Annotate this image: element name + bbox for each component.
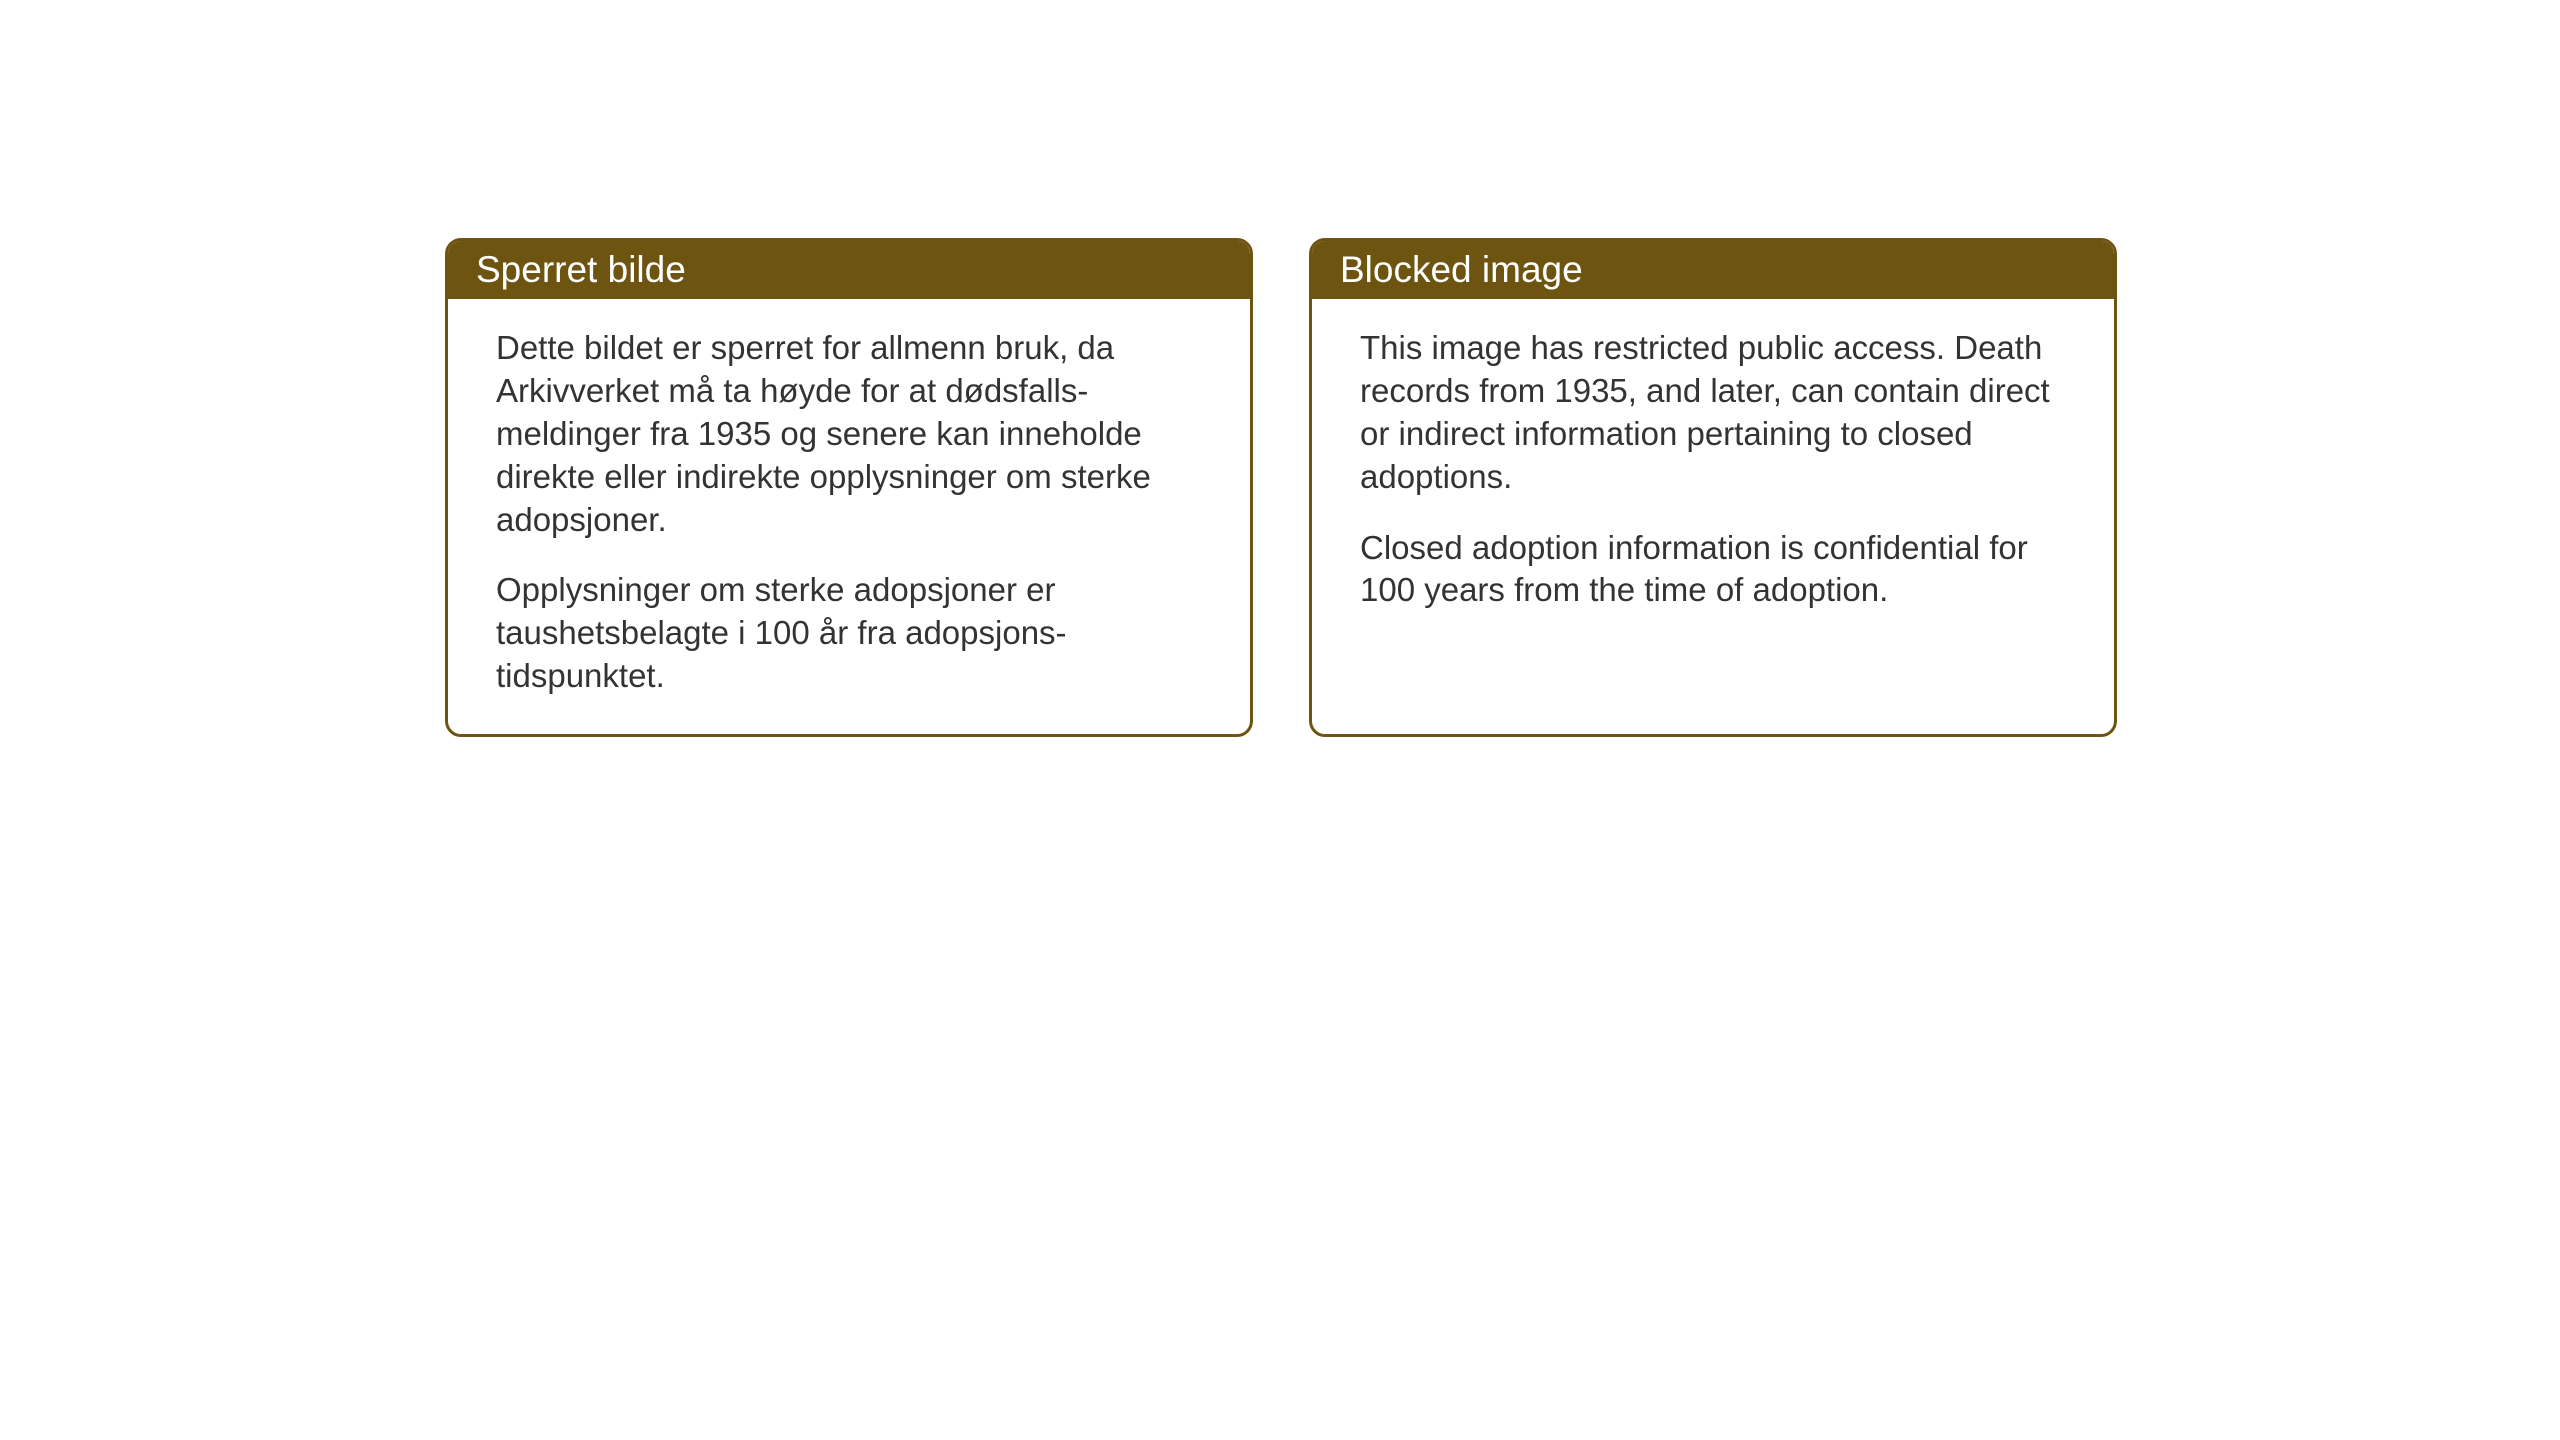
notice-header-english: Blocked image bbox=[1312, 241, 2114, 299]
notice-box-norwegian: Sperret bilde Dette bildet er sperret fo… bbox=[445, 238, 1253, 737]
notice-container: Sperret bilde Dette bildet er sperret fo… bbox=[445, 238, 2117, 737]
notice-paragraph-2-english: Closed adoption information is confident… bbox=[1360, 527, 2066, 613]
notice-box-english: Blocked image This image has restricted … bbox=[1309, 238, 2117, 737]
notice-body-norwegian: Dette bildet er sperret for allmenn bruk… bbox=[448, 299, 1250, 734]
notice-paragraph-1-english: This image has restricted public access.… bbox=[1360, 327, 2066, 499]
notice-header-norwegian: Sperret bilde bbox=[448, 241, 1250, 299]
notice-body-english: This image has restricted public access.… bbox=[1312, 299, 2114, 648]
notice-paragraph-2-norwegian: Opplysninger om sterke adopsjoner er tau… bbox=[496, 569, 1202, 698]
notice-paragraph-1-norwegian: Dette bildet er sperret for allmenn bruk… bbox=[496, 327, 1202, 541]
